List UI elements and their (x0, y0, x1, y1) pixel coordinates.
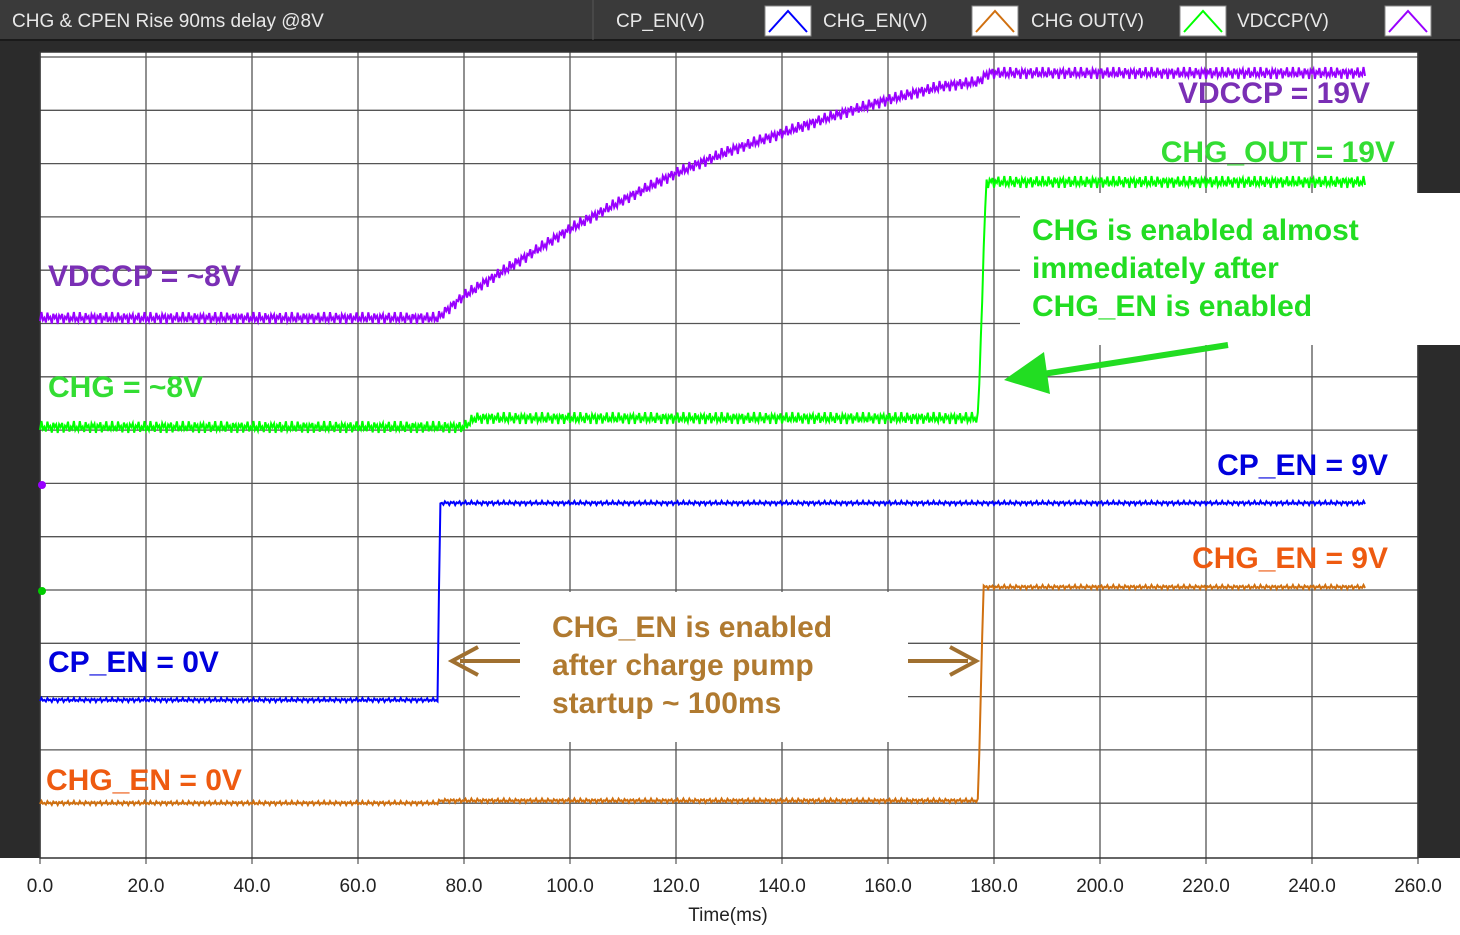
legend-swatch-line (975, 9, 1015, 33)
legend-swatch (1179, 5, 1227, 37)
delay-arrowhead-left (447, 645, 479, 677)
window-title: CHG & CPEN Rise 90ms delay @8V (12, 11, 324, 32)
legend-label: VDCCP(V) (1237, 11, 1329, 32)
chg-note-line: immediately after (1032, 252, 1279, 285)
delay-note-line: startup ~ 100ms (552, 687, 781, 720)
annotation-chgout-end: CHG_OUT = 19V (1161, 136, 1395, 169)
series-trace (39, 498, 1366, 705)
x-tick-label: 240.0 (1288, 876, 1336, 897)
x-tick-label: 260.0 (1394, 876, 1442, 897)
annotation-vdccp-start: VDCCP = ~8V (48, 260, 241, 293)
legend-label: CHG_EN(V) (823, 11, 928, 32)
delay-arrowhead-right (949, 645, 981, 677)
trace-marker (38, 481, 46, 489)
series-trace (39, 174, 1366, 435)
delay-note-line: after charge pump (552, 649, 814, 682)
delay-note-line: CHG_EN is enabled (552, 611, 832, 644)
annotation-cpen-start: CP_EN = 0V (48, 646, 219, 679)
legend-label: CP_EN(V) (616, 11, 705, 32)
x-tick-label: 40.0 (234, 876, 271, 897)
chg-note-arrowhead (1004, 352, 1050, 394)
series-trace (39, 582, 1366, 808)
series-trace (39, 65, 1366, 326)
x-axis-label: Time(ms) (688, 905, 768, 926)
x-tick-label: 140.0 (758, 876, 806, 897)
trace-marker (38, 587, 46, 595)
x-tick-label: 160.0 (864, 876, 912, 897)
annotation-vdccp-end: VDCCP = 19V (1178, 77, 1370, 110)
annotation-chgen-start: CHG_EN = 0V (46, 764, 242, 797)
chg-note-box (1020, 193, 1460, 345)
annotation-chg-start: CHG = ~8V (48, 371, 203, 404)
chg-note-line: CHG_EN is enabled (1032, 290, 1312, 323)
legend-swatch-line (1183, 9, 1223, 33)
x-tick-label: 0.0 (27, 876, 53, 897)
legend-swatch-line (768, 9, 808, 33)
axis-strip (0, 858, 1460, 935)
x-tick-label: 120.0 (652, 876, 700, 897)
plot-border (39, 51, 1419, 859)
x-tick-label: 20.0 (128, 876, 165, 897)
x-tick-label: 80.0 (446, 876, 483, 897)
x-tick-label: 220.0 (1182, 876, 1230, 897)
x-tick-label: 100.0 (546, 876, 594, 897)
chg-note-line: CHG is enabled almost (1032, 214, 1359, 247)
x-tick-label: 60.0 (340, 876, 377, 897)
delay-note-box (520, 592, 908, 742)
chg-note-arrow (1029, 342, 1229, 379)
legend-label: CHG OUT(V) (1031, 11, 1144, 32)
x-tick-label: 180.0 (970, 876, 1018, 897)
legend-swatch-line (1388, 9, 1428, 33)
x-tick-label: 200.0 (1076, 876, 1124, 897)
annotation-chgen-end: CHG_EN = 9V (1192, 542, 1388, 575)
annotation-cpen-end: CP_EN = 9V (1217, 449, 1388, 482)
